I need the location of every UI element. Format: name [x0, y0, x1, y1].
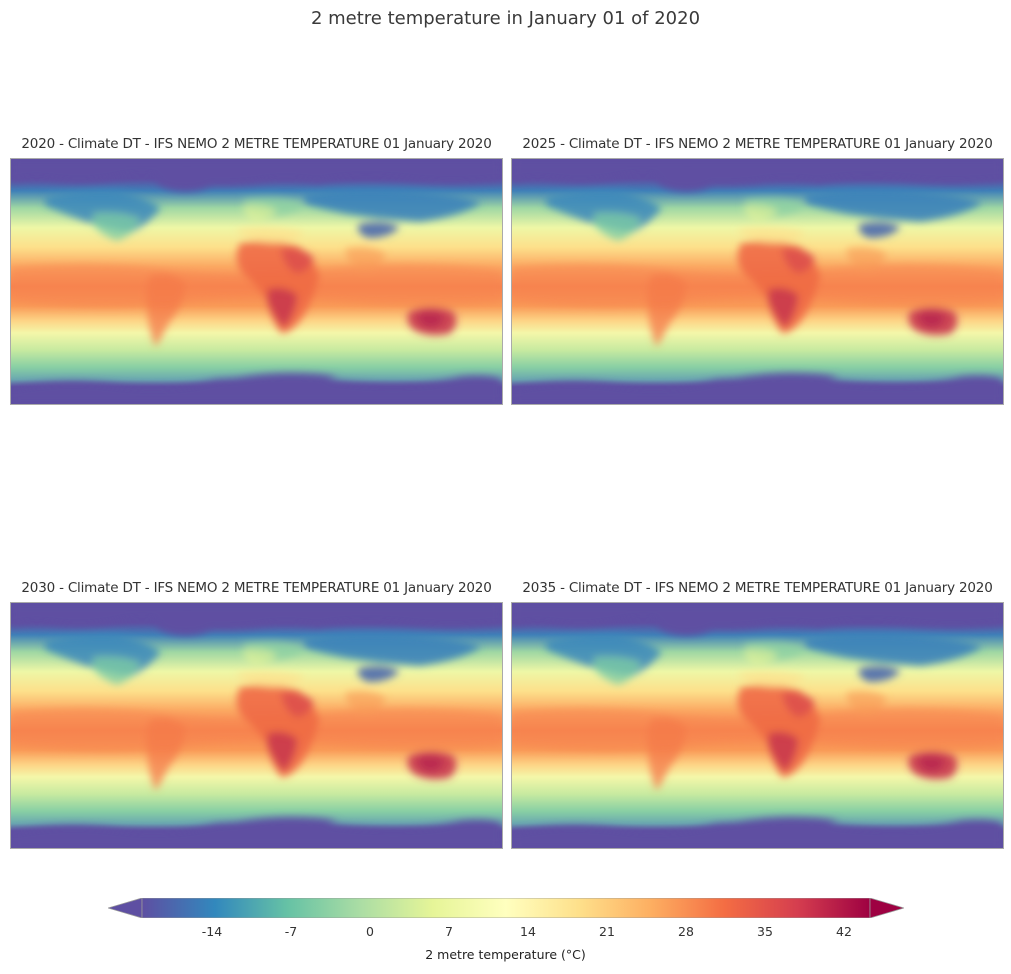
temperature-map — [511, 602, 1004, 849]
colorbar-tick: 35 — [757, 924, 773, 939]
temperature-map — [10, 158, 503, 405]
colorbar — [108, 898, 904, 918]
colorbar-tick: 0 — [366, 924, 374, 939]
colorbar-body — [141, 898, 871, 918]
colorbar-extend-min — [108, 898, 143, 918]
colorbar-tick: -7 — [284, 924, 298, 939]
colorbar-tick: 28 — [678, 924, 694, 939]
colorbar-label: 2 metre temperature (°C) — [425, 947, 586, 962]
panel-title: 2035 - Climate DT - IFS NEMO 2 METRE TEM… — [522, 580, 993, 596]
colorbar-extend-max — [869, 898, 904, 918]
figure-title: 2 metre temperature in January 01 of 202… — [310, 8, 701, 29]
colorbar-tick: -14 — [201, 924, 223, 939]
panel-title: 2025 - Climate DT - IFS NEMO 2 METRE TEM… — [522, 136, 993, 152]
colorbar-tick: 42 — [836, 924, 852, 939]
colorbar-tick: 7 — [445, 924, 453, 939]
panel-title: 2020 - Climate DT - IFS NEMO 2 METRE TEM… — [21, 136, 492, 152]
temperature-map — [511, 158, 1004, 405]
panel-title: 2030 - Climate DT - IFS NEMO 2 METRE TEM… — [21, 580, 492, 596]
colorbar-tick: 14 — [520, 924, 536, 939]
colorbar-tick: 21 — [599, 924, 615, 939]
temperature-map — [10, 602, 503, 849]
